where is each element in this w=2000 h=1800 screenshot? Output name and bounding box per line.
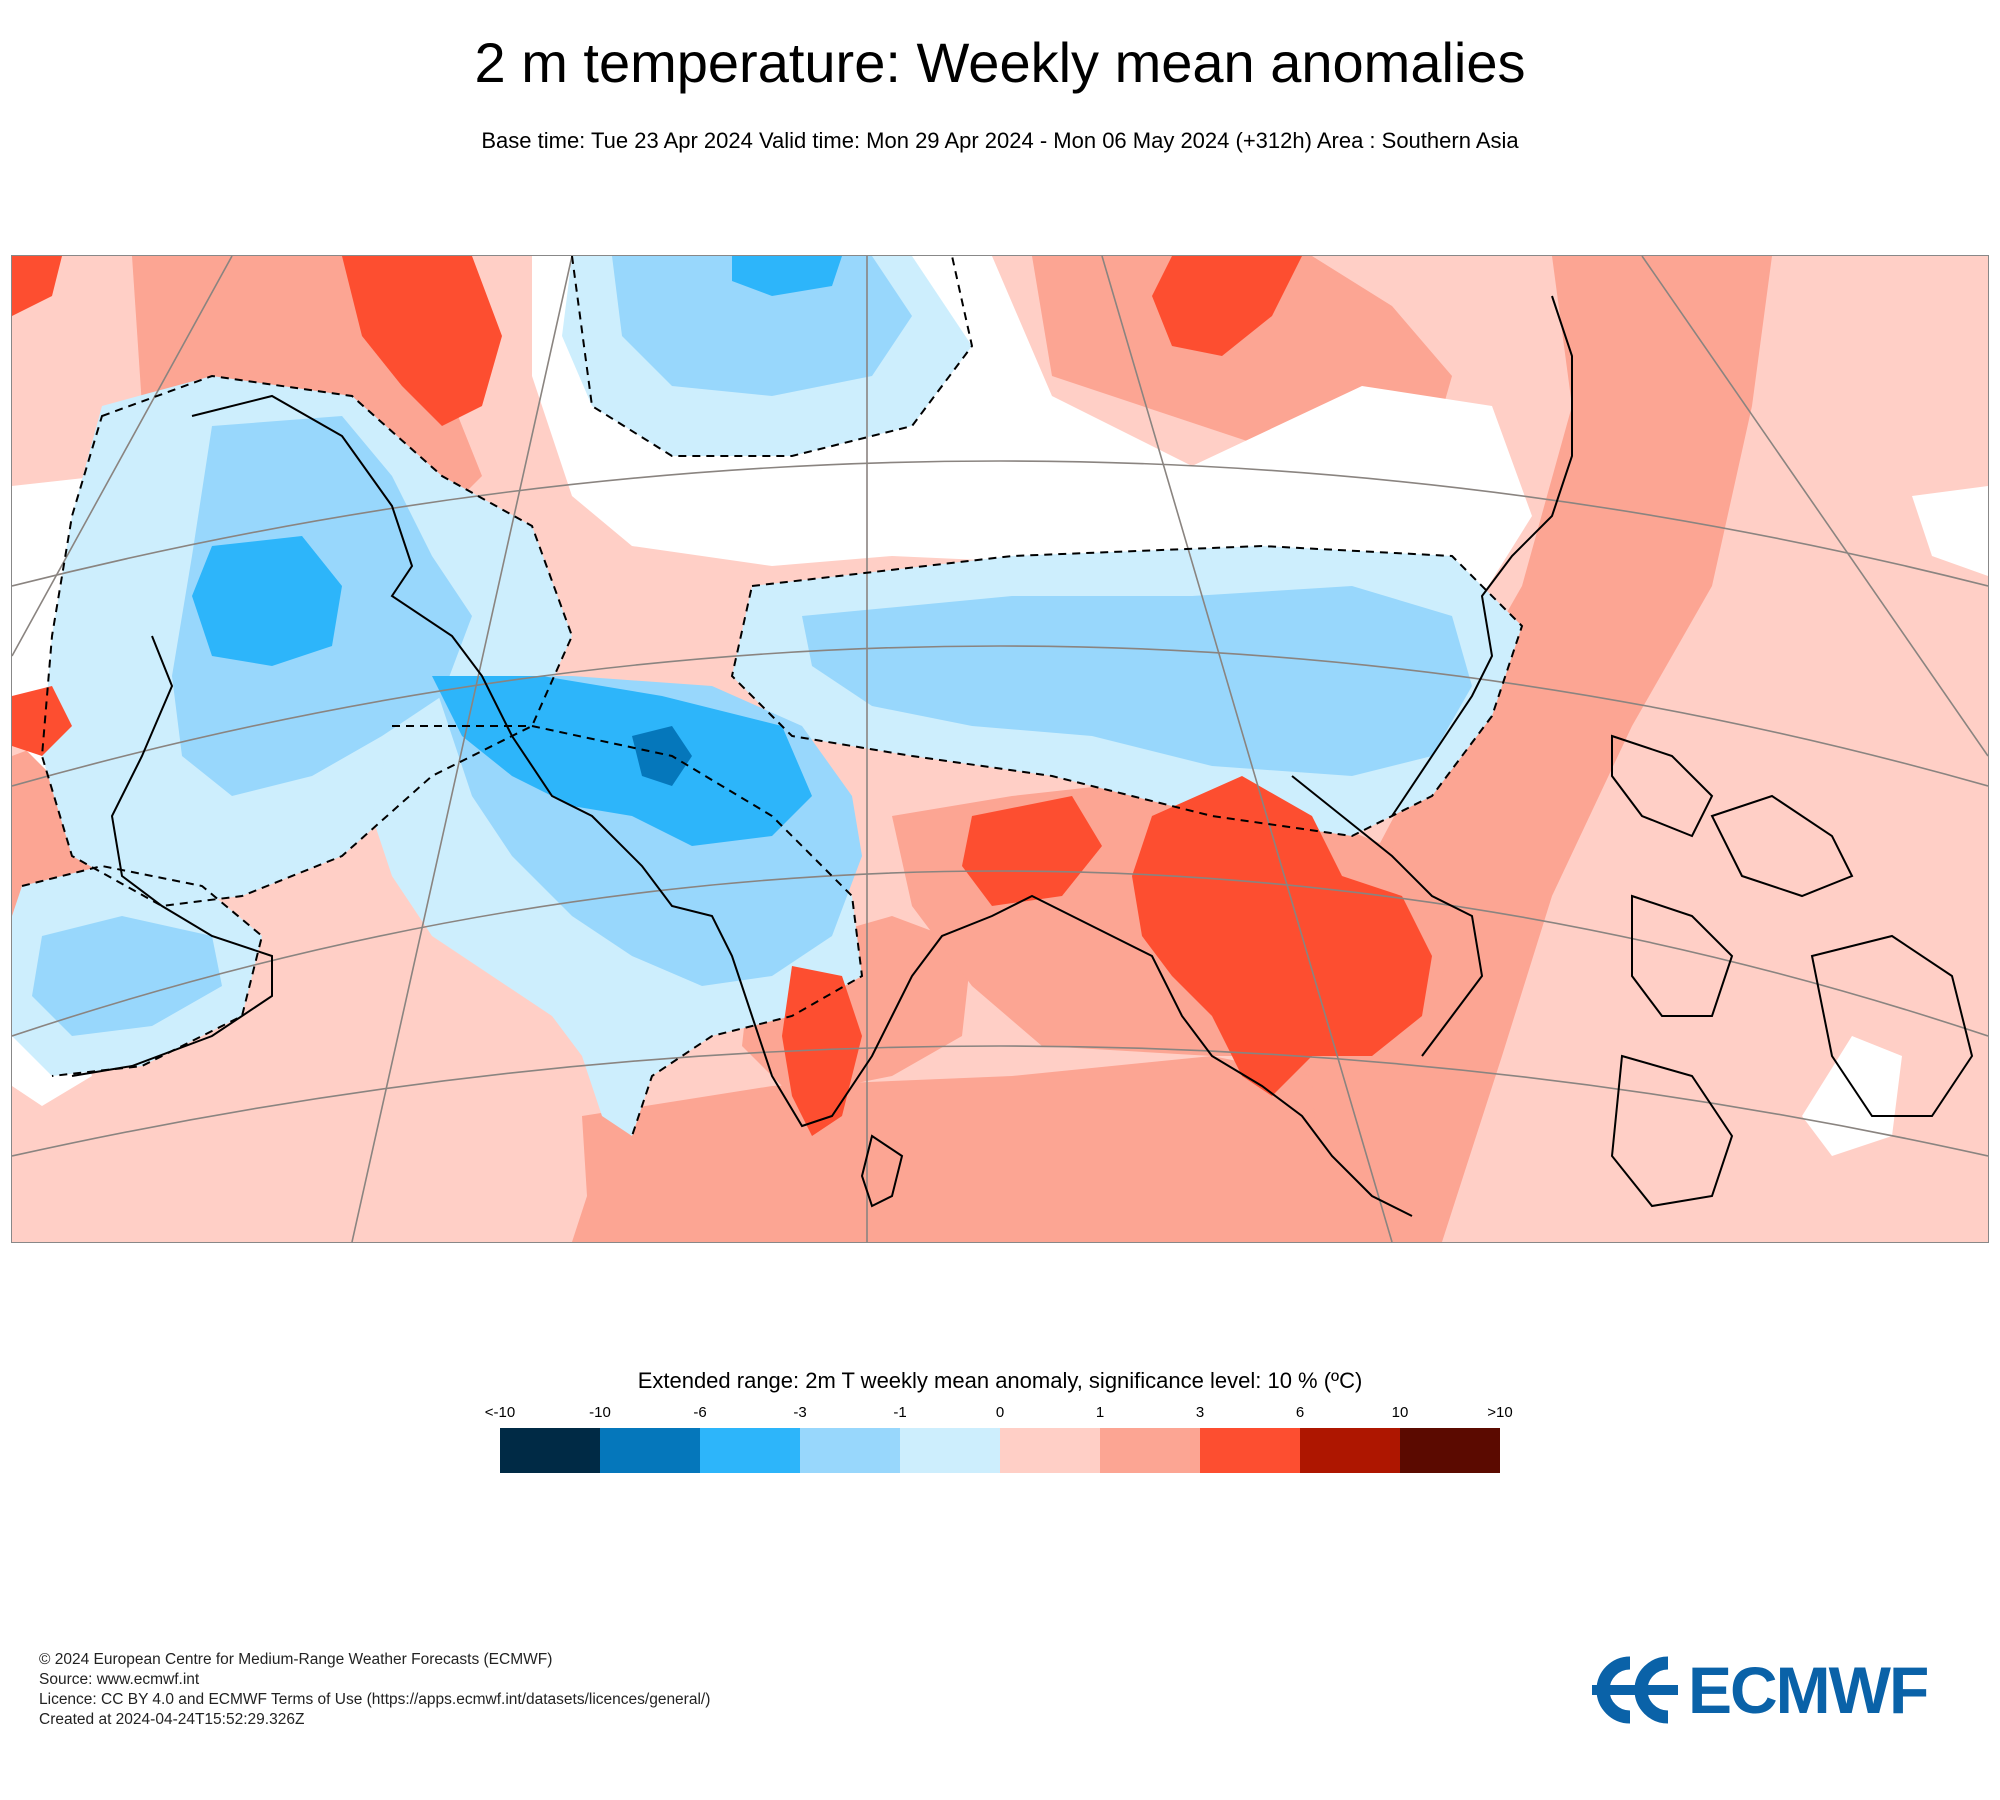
warm-strong-regions (12, 256, 1432, 1136)
legend-swatch (700, 1428, 800, 1473)
coastlines (71, 295, 1974, 1217)
legend-swatch (1200, 1428, 1300, 1473)
anomaly-map (11, 255, 1989, 1243)
cool-deep-regions (632, 726, 692, 786)
legend-tick-label: >10 (1487, 1404, 1513, 1421)
chart-subtitle: Base time: Tue 23 Apr 2024 Valid time: M… (481, 128, 1519, 153)
legend-swatch (600, 1428, 700, 1473)
legend-swatch (1000, 1428, 1100, 1473)
legend-swatch (1400, 1428, 1500, 1473)
legend-swatch (800, 1428, 900, 1473)
legend-tick-label: 10 (1391, 1404, 1409, 1421)
legend-tick-label: 1 (1095, 1404, 1105, 1421)
legend-tick-label: 3 (1195, 1404, 1205, 1421)
cool-strong-regions (192, 256, 842, 846)
legend-swatch (900, 1428, 1000, 1473)
legend-tick-label: -3 (793, 1404, 807, 1421)
legend-colorbar (500, 1428, 1500, 1473)
legend-swatch (500, 1428, 600, 1473)
footer-line: Created at 2024-04-24T15:52:29.326Z (39, 1711, 305, 1728)
ecmwf-logo-icon (1592, 1656, 1678, 1724)
legend-tick-label: -6 (693, 1404, 707, 1421)
legend-tick-label: <-10 (484, 1404, 516, 1421)
legend-title: Extended range: 2m T weekly mean anomaly… (637, 1368, 1363, 1393)
legend-swatch (1300, 1428, 1400, 1473)
legend-tick-label: -10 (589, 1404, 611, 1421)
ecmwf-logo-text: ECMWF (1688, 1653, 1929, 1727)
legend-ticks: <-10 -10 -6 -3 -1 0 1 3 6 10 >10 (480, 1404, 1520, 1424)
legend-swatch (1100, 1428, 1200, 1473)
ecmwf-logo: ECMWF (1590, 1655, 1962, 1725)
legend-tick-label: 0 (995, 1404, 1005, 1421)
footer-line: Licence: CC BY 4.0 and ECMWF Terms of Us… (39, 1691, 711, 1708)
significance-contours (21, 256, 1524, 1137)
graticule (12, 256, 1988, 1242)
footer-credits: © 2024 European Centre for Medium-Range … (39, 1650, 710, 1730)
footer-line: © 2024 European Centre for Medium-Range … (39, 1651, 553, 1668)
footer-line: Source: www.ecmwf.int (39, 1671, 200, 1688)
chart-title: 2 m temperature: Weekly mean anomalies (474, 31, 1526, 94)
map-canvas (12, 256, 1988, 1242)
legend-tick-label: 6 (1295, 1404, 1305, 1421)
legend-tick-label: -1 (893, 1404, 907, 1421)
